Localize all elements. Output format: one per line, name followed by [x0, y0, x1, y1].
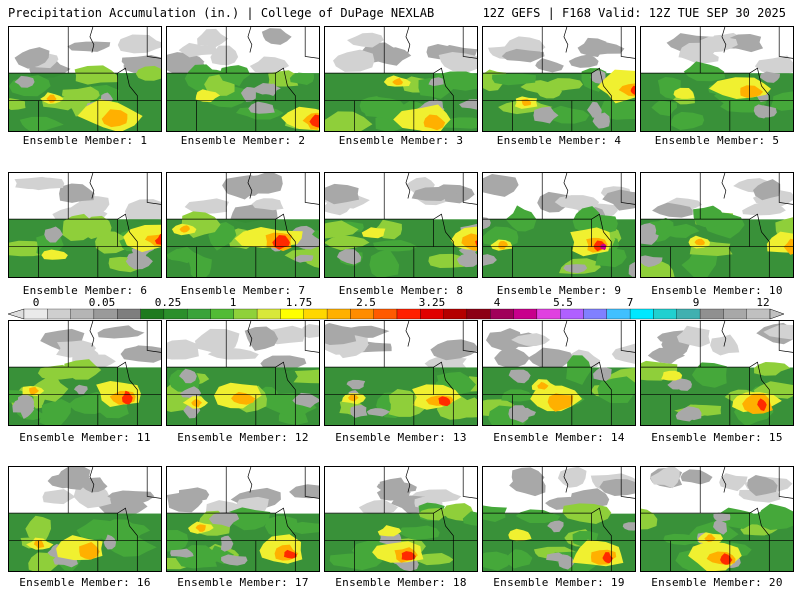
colorbar-segment: [23, 308, 48, 320]
colorbar-segment: [350, 308, 374, 320]
ensemble-map-panel: [640, 172, 794, 278]
colorbar-arrow-right: [769, 308, 785, 320]
colorbar-arrow-left: [7, 308, 25, 320]
colorbar-segment: [606, 308, 631, 320]
ensemble-map-panel: [166, 320, 320, 426]
header-title: Precipitation Accumulation (in.) | Colle…: [8, 6, 435, 20]
ensemble-map-panel: [166, 466, 320, 572]
colorbar: [7, 308, 785, 320]
ensemble-member-label: Ensemble Member: 3: [338, 134, 464, 147]
colorbar-segment: [583, 308, 607, 320]
ensemble-map-panel: [324, 172, 478, 278]
colorbar-segment: [396, 308, 421, 320]
colorbar-tick-label: 0: [32, 296, 40, 309]
ensemble-member-label: Ensemble Member: 14: [493, 431, 625, 444]
colorbar-segment: [233, 308, 258, 320]
colorbar-tick-label: 0.05: [88, 296, 116, 309]
ensemble-member-label: Ensemble Member: 15: [651, 431, 783, 444]
header-valid-time: 12Z GEFS | F168 Valid: 12Z TUE SEP 30 20…: [482, 6, 786, 20]
ensemble-map-panel: [166, 172, 320, 278]
ensemble-member-label: Ensemble Member: 12: [177, 431, 309, 444]
ensemble-map-panel: [482, 466, 636, 572]
colorbar-tick-label: 1.75: [285, 296, 313, 309]
ensemble-map-panel: [8, 26, 162, 132]
ensemble-map-panel: [640, 320, 794, 426]
ensemble-map-panel: [640, 26, 794, 132]
colorbar-segment: [746, 308, 771, 320]
colorbar-tick-label: 3.25: [418, 296, 446, 309]
ensemble-map-panel: [8, 466, 162, 572]
ensemble-map-panel: [482, 26, 636, 132]
colorbar-segment: [256, 308, 281, 320]
colorbar-segment: [117, 308, 141, 320]
colorbar-segment: [326, 308, 351, 320]
ensemble-member-label: Ensemble Member: 4: [496, 134, 622, 147]
colorbar-segment: [653, 308, 677, 320]
colorbar-segment: [47, 308, 71, 320]
colorbar-segment: [420, 308, 444, 320]
ensemble-member-label: Ensemble Member: 20: [651, 576, 783, 589]
colorbar-segment: [629, 308, 654, 320]
ensemble-member-label: Ensemble Member: 17: [177, 576, 309, 589]
colorbar-segment: [140, 308, 165, 320]
ensemble-map-panel: [324, 466, 478, 572]
colorbar-segment: [466, 308, 491, 320]
colorbar-segment: [536, 308, 561, 320]
ensemble-member-label: Ensemble Member: 2: [180, 134, 306, 147]
colorbar-tick-label: 12: [756, 296, 770, 309]
colorbar-segment: [676, 308, 701, 320]
ensemble-map-panel: [166, 26, 320, 132]
ensemble-member-label: Ensemble Member: 18: [335, 576, 467, 589]
colorbar-segment: [513, 308, 538, 320]
colorbar-segment: [699, 308, 724, 320]
ensemble-map-panel: [8, 320, 162, 426]
ensemble-member-label: Ensemble Member: 5: [654, 134, 780, 147]
colorbar-tick-label: 4: [493, 296, 501, 309]
ensemble-member-label: Ensemble Member: 8: [338, 284, 464, 297]
colorbar-tick-label: 2.5: [356, 296, 376, 309]
ensemble-map-panel: [8, 172, 162, 278]
colorbar-tick-label: 7: [626, 296, 634, 309]
colorbar-tick-label: 1: [229, 296, 237, 309]
colorbar-segment: [187, 308, 211, 320]
colorbar-segment: [93, 308, 118, 320]
ensemble-member-label: Ensemble Member: 1: [22, 134, 148, 147]
ensemble-member-label: Ensemble Member: 7: [180, 284, 306, 297]
colorbar-segment: [560, 308, 584, 320]
ensemble-member-label: Ensemble Member: 19: [493, 576, 625, 589]
colorbar-tick-label: 0.25: [154, 296, 182, 309]
colorbar-segment: [210, 308, 234, 320]
ensemble-map-panel: [324, 320, 478, 426]
colorbar-segment: [723, 308, 747, 320]
colorbar-segment: [443, 308, 468, 320]
ensemble-member-label: Ensemble Member: 16: [19, 576, 151, 589]
ensemble-member-label: Ensemble Member: 13: [335, 431, 467, 444]
ensemble-member-label: Ensemble Member: 10: [651, 284, 783, 297]
colorbar-segment: [373, 308, 398, 320]
colorbar-tick-label: 9: [692, 296, 700, 309]
colorbar-tick-label: 5.5: [553, 296, 573, 309]
ensemble-map-panel: [640, 466, 794, 572]
ensemble-map-panel: [482, 172, 636, 278]
colorbar-segment: [490, 308, 514, 320]
ensemble-map-panel: [482, 320, 636, 426]
colorbar-segment: [70, 308, 95, 320]
ensemble-map-panel: [324, 26, 478, 132]
colorbar-segment: [280, 308, 304, 320]
ensemble-member-label: Ensemble Member: 11: [19, 431, 151, 444]
ensemble-member-label: Ensemble Member: 9: [496, 284, 622, 297]
ensemble-member-label: Ensemble Member: 6: [22, 284, 148, 297]
colorbar-segment: [303, 308, 328, 320]
colorbar-segment: [163, 308, 188, 320]
